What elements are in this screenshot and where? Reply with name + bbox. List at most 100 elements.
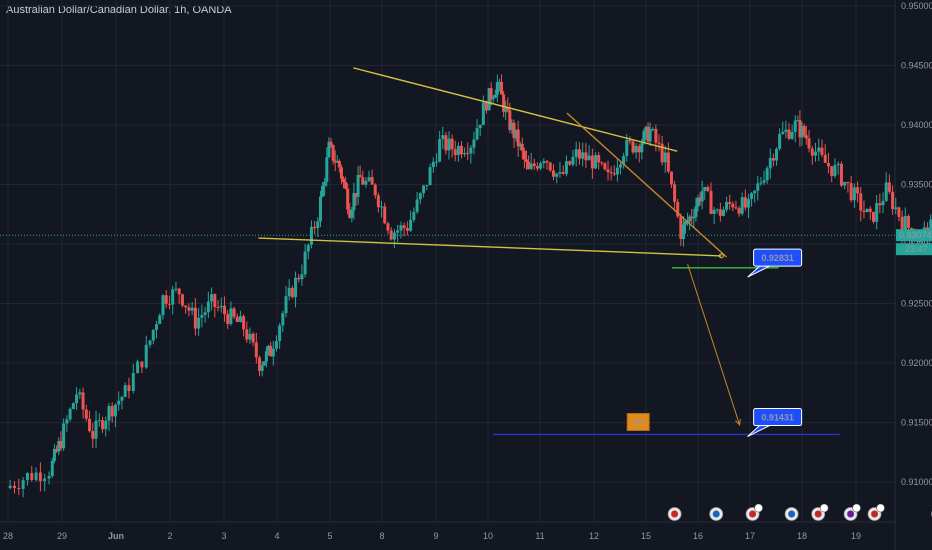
candle-body [784, 129, 788, 132]
callout-box[interactable] [753, 408, 803, 427]
candle-body [684, 221, 688, 225]
candle-body [881, 200, 885, 206]
candle-body [781, 131, 785, 134]
candle-body [110, 406, 114, 417]
candle-body [484, 102, 488, 111]
candle-body [469, 147, 473, 154]
candle-body [836, 163, 840, 166]
candle-body [581, 152, 585, 159]
candle-body [287, 287, 291, 297]
candle-body [136, 361, 140, 374]
candle-body [495, 82, 499, 95]
candle-body [856, 187, 860, 194]
candle-body [144, 344, 148, 368]
callout-label: 0.91431 [761, 413, 794, 423]
candle-body [619, 164, 623, 168]
candle-body [487, 88, 491, 111]
candle-body [522, 150, 526, 160]
price-tick-label: 0.92500 [901, 299, 932, 309]
candle-body [756, 183, 760, 191]
candle-body [412, 211, 416, 220]
candle-body [584, 152, 588, 161]
candle-body [50, 460, 54, 477]
candle-body [303, 251, 307, 275]
event-count: 11 [821, 506, 828, 513]
candle-body [65, 419, 69, 424]
candle-body [472, 139, 476, 148]
candle-body [418, 193, 422, 200]
candle-body [862, 210, 866, 213]
candle-body [817, 147, 821, 152]
candle-body [107, 406, 111, 421]
candle-body [884, 182, 888, 201]
time-tick-label: 11 [535, 531, 544, 541]
time-tick-label: 19 [851, 531, 861, 541]
event-flag [871, 510, 879, 518]
candle-body [131, 373, 135, 391]
candle-body [281, 313, 285, 326]
candle-body [309, 226, 313, 245]
candle-body [278, 325, 282, 342]
candle-body [200, 315, 204, 318]
candle-body [161, 295, 165, 316]
candle-body [712, 210, 716, 214]
candle-body [264, 351, 268, 362]
candle-body [344, 181, 348, 189]
event-count-badge [819, 503, 829, 513]
tp-label-box[interactable] [626, 413, 650, 431]
event-flag [749, 510, 757, 518]
candle-body [497, 81, 501, 83]
trendline-0[interactable] [353, 67, 678, 152]
candle-body [260, 365, 264, 371]
candle-body [352, 193, 356, 211]
candle-body [843, 181, 847, 186]
candle-body [91, 431, 95, 439]
candle-body [545, 161, 549, 163]
candle-body [493, 94, 497, 98]
candle-body [577, 149, 581, 159]
candle-body [612, 173, 616, 175]
candle-body [737, 208, 741, 214]
candle-body [258, 357, 262, 371]
candle-body [502, 94, 506, 112]
price-tick-label: 0.91500 [901, 418, 932, 428]
candle-body [790, 131, 794, 139]
candle-body [646, 126, 650, 142]
candle-body [331, 144, 335, 161]
candle-body [262, 361, 266, 366]
candle-body [871, 211, 875, 222]
candle-body [859, 193, 863, 211]
time-tick-label: 29 [57, 531, 67, 541]
candle-body [321, 185, 325, 197]
candle-body [555, 173, 559, 177]
candle-body [342, 178, 346, 182]
candle-body [657, 142, 661, 144]
candle-body [542, 161, 546, 164]
candle-body [640, 143, 644, 153]
candle-body [728, 202, 732, 204]
candle-body [574, 149, 578, 157]
candle-body [197, 317, 201, 329]
event-flag [671, 510, 679, 518]
candle-body [206, 301, 210, 313]
candle-body [512, 122, 516, 139]
candle-body [718, 209, 722, 216]
candle-body [743, 197, 747, 208]
candle-body [284, 296, 288, 314]
candle-body [852, 187, 856, 201]
trendline-2[interactable] [566, 112, 728, 258]
candle-body [81, 392, 85, 410]
trendline-1[interactable] [258, 237, 722, 257]
event-flag [712, 510, 720, 518]
candle-body [768, 158, 772, 169]
projection-arrow-line[interactable] [687, 264, 741, 426]
candle-body [438, 139, 442, 162]
callout-box[interactable] [753, 248, 803, 267]
candle-body [210, 294, 214, 302]
candle-body [180, 294, 184, 306]
event-flag [814, 510, 822, 518]
candle-body [887, 182, 891, 192]
candle-body [151, 329, 155, 341]
candle-body [94, 420, 98, 439]
